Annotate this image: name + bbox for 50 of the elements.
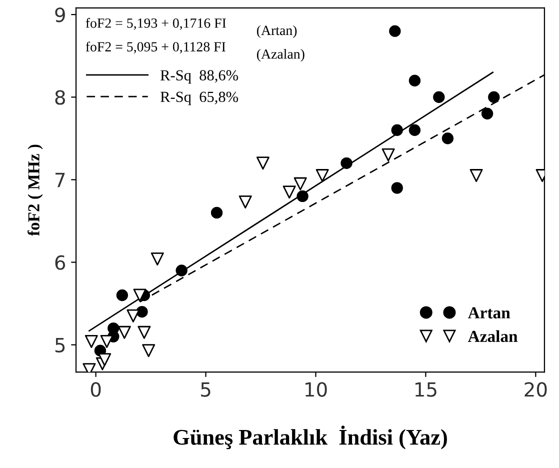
annotation: foF2 = 5,095 + 0,1128 FI	[86, 42, 226, 54]
point	[340, 157, 352, 170]
legend-label: Artan	[468, 307, 510, 318]
x-tick-label: 10	[306, 382, 327, 397]
x-tick-label: 15	[415, 382, 436, 397]
y-tick-label: 7	[56, 172, 65, 188]
point	[433, 91, 445, 103]
point	[100, 335, 114, 348]
annotation: foF2 = 5,193 + 0,1716 FI	[86, 18, 226, 30]
x-tick-label: 20	[524, 382, 547, 397]
point	[98, 353, 112, 366]
x-tick-label: 5	[201, 382, 210, 397]
point	[118, 326, 131, 339]
point	[442, 132, 454, 144]
point	[142, 344, 156, 358]
point	[382, 148, 395, 162]
point	[133, 288, 146, 302]
point	[294, 177, 307, 190]
point	[282, 186, 296, 199]
point	[210, 206, 223, 219]
y-tick-label: 6	[55, 255, 66, 270]
point	[150, 252, 164, 266]
point	[481, 108, 494, 120]
point	[408, 74, 421, 86]
legend-label: R-Sq 65,8%	[160, 92, 238, 106]
annotation: (Azalan)	[256, 48, 304, 62]
point	[488, 91, 500, 103]
annotation: (Artan)	[256, 25, 297, 38]
point	[389, 25, 401, 37]
point	[138, 326, 151, 339]
point	[256, 156, 270, 170]
y-axis-title: foF2 ( MHz )	[28, 144, 43, 236]
point	[391, 182, 403, 194]
y-tick-label: 8	[55, 90, 65, 105]
point	[391, 124, 403, 136]
x-tick-label: 0	[90, 382, 101, 397]
legend-label: Azalan	[468, 330, 518, 342]
legend-label: R-Sq 88,6%	[160, 70, 238, 84]
point	[316, 169, 329, 182]
point	[176, 264, 188, 276]
point	[126, 309, 140, 322]
y-tick-label: 5	[55, 338, 65, 352]
point	[408, 124, 421, 136]
point	[84, 335, 98, 348]
x-axis-title: Güneş Parlaklık İndisi (Yaz)	[174, 426, 447, 450]
point	[116, 289, 128, 302]
y-tick-label: 9	[55, 8, 65, 22]
point	[470, 169, 483, 182]
point	[238, 195, 252, 208]
point	[296, 190, 308, 202]
